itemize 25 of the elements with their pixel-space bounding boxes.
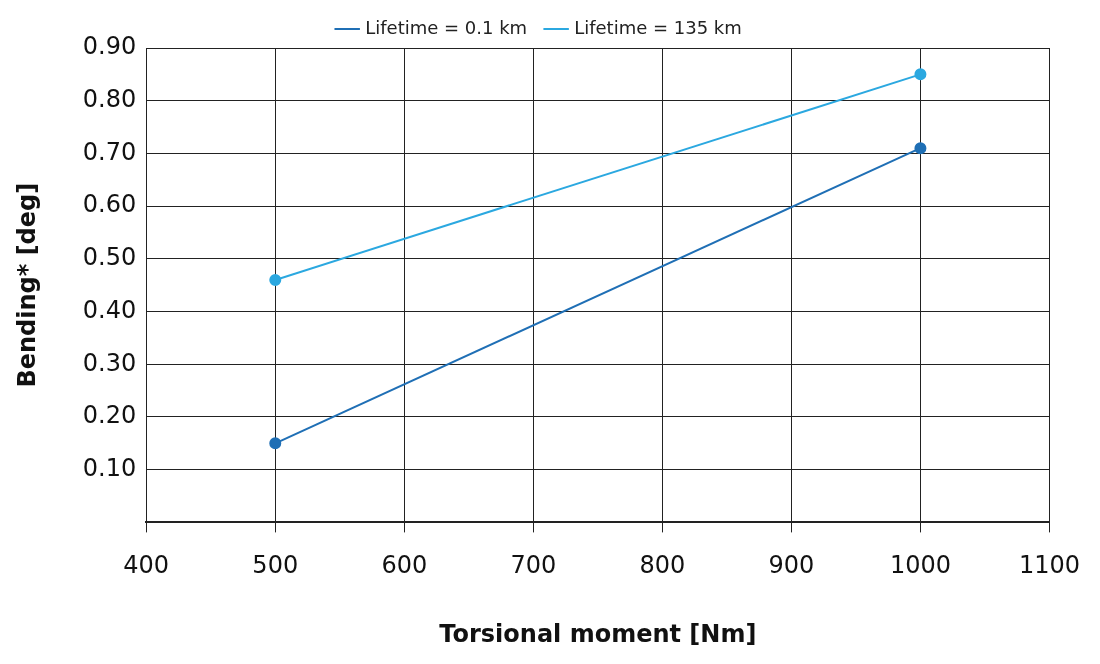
y-tick-label: 0.10 [82,453,137,482]
y-tick-label: 0.50 [82,243,137,272]
legend-label: Lifetime = 0.1 km [365,16,528,38]
legend-label: Lifetime = 135 km [574,16,742,38]
y-tick-label: 0.20 [82,401,137,430]
x-tick-label: 600 [381,551,428,580]
y-tick-label: 0.90 [82,32,137,61]
x-tick-label: 700 [510,551,557,580]
x-axis-title: Torsional moment [Nm] [439,619,757,648]
x-tick-label: 1000 [889,551,951,580]
x-tick-label: 900 [768,551,815,580]
y-tick-label: 0.80 [82,84,137,113]
x-tick-label: 800 [639,551,686,580]
y-tick-label: 0.70 [82,137,137,166]
point [269,273,282,286]
x-tick-label: 1100 [1018,551,1080,580]
point [269,437,282,450]
y-tick-label: 0.30 [82,348,137,377]
y-tick-label: 0.60 [82,190,137,219]
point [914,68,927,81]
y-axis-title: Bending* [deg] [12,182,41,388]
x-tick-label: 400 [123,551,170,580]
y-tick-label: 0.40 [82,295,137,324]
point [914,142,927,155]
x-tick-label: 500 [252,551,299,580]
